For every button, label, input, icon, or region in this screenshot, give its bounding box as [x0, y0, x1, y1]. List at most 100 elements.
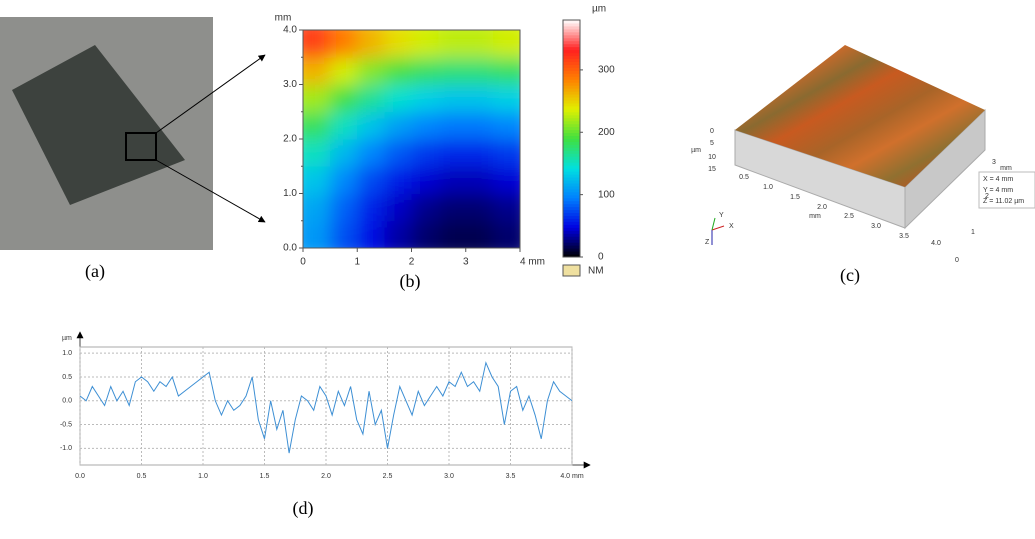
colorbar-segment — [563, 102, 580, 107]
colorbar-segment — [563, 70, 580, 74]
selection-box — [125, 132, 157, 161]
heatmap-cell — [330, 30, 358, 58]
profile-line — [79, 361, 573, 454]
colorbar-segment — [563, 43, 580, 48]
heatmap-cell — [438, 139, 467, 167]
triad-label: Z — [705, 239, 710, 246]
colorbar-segment — [563, 150, 580, 154]
heatmap-cell — [465, 84, 494, 113]
colorbar-frame — [562, 19, 581, 258]
colorbar-segment — [563, 254, 580, 258]
heatmap-cell — [303, 57, 331, 85]
colorbar-segment — [563, 37, 580, 42]
heatmap-cells — [303, 30, 520, 248]
x-tick-label: 2.0 — [321, 473, 331, 480]
x-tick-label: 0.5 — [739, 174, 749, 181]
colorbar-segment — [563, 28, 580, 33]
y-tick-label: 4.0 — [283, 25, 297, 36]
heatmap-cell — [465, 57, 494, 85]
colorbar-segment — [563, 34, 580, 39]
heatmap-cell — [357, 57, 385, 85]
z-tick-label: 15 — [708, 166, 716, 173]
colorbar-segment — [563, 76, 580, 80]
zoom-arrow — [155, 159, 266, 223]
colorbar-segment — [563, 153, 580, 157]
colorbar-segment — [563, 123, 580, 128]
colorbar-segment — [563, 171, 580, 175]
z-axis-label: µm — [691, 147, 701, 154]
colorbar-segment — [563, 251, 580, 255]
triad-label: X — [729, 223, 734, 230]
colorbar-segment — [563, 224, 580, 228]
colorbar-segment — [563, 179, 580, 184]
heatmap-cell — [330, 84, 358, 113]
x-tick-label: 2.5 — [844, 213, 854, 220]
heatmap-cell — [411, 111, 440, 140]
colorbar-segment — [563, 73, 580, 77]
heatmap-cell — [465, 166, 494, 194]
x-tick-label: 4.0 — [931, 240, 941, 247]
colorbar-segment — [563, 218, 580, 222]
colorbar-segment — [563, 91, 580, 95]
heatmap-cell — [303, 84, 331, 113]
heatmap-cell — [357, 84, 385, 113]
axis-triad — [711, 225, 725, 231]
colorbar-segment — [563, 49, 580, 54]
colorbar-segment — [563, 233, 580, 237]
axis-triad — [711, 217, 716, 231]
heatmap-cell — [330, 57, 358, 85]
y-axis-label: mm — [275, 13, 292, 24]
colorbar-tick-label: 200 — [598, 127, 615, 138]
colorbar-segment — [563, 212, 580, 217]
colorbar-segment — [563, 177, 580, 181]
colorbar-segment — [563, 236, 580, 240]
heatmap-cell — [438, 166, 467, 194]
colorbar-segment — [563, 114, 580, 119]
z-tick-label: 10 — [708, 154, 716, 161]
panel-label: (c) — [840, 265, 860, 286]
heatmap-cell — [411, 220, 440, 248]
heatmap-cell — [492, 30, 520, 58]
heatmap-cell — [465, 193, 494, 222]
colorbar-segment — [563, 31, 580, 36]
heatmap-cell — [411, 166, 440, 194]
heatmap-cell — [384, 84, 412, 113]
heatmap-cell — [384, 166, 412, 194]
z-tick-label: 0 — [710, 128, 714, 135]
y-tick-label: 0.0 — [283, 243, 297, 254]
heatmap-cell — [330, 193, 358, 222]
colorbar-segment — [563, 61, 580, 65]
colorbar-segment — [563, 132, 580, 137]
heatmap-cell — [384, 139, 412, 167]
colorbar-segment — [563, 94, 580, 98]
x-tick-label: 3.5 — [506, 473, 516, 480]
colorbar-segment — [563, 203, 580, 208]
x-tick-label: 0.5 — [137, 473, 147, 480]
colorbar-segment — [563, 197, 580, 202]
x-tick-label: 0.0 — [75, 473, 85, 480]
heatmap-cell — [492, 111, 520, 140]
panel-label: (b) — [400, 271, 421, 292]
heatmap-cell — [492, 57, 520, 85]
colorbar-segment — [563, 99, 580, 104]
heatmap-cell — [303, 220, 331, 248]
heatmap-cell — [357, 193, 385, 222]
colorbar-segment — [563, 248, 580, 252]
colorbar-segment — [563, 25, 580, 30]
y-tick-label: 0.5 — [62, 374, 72, 381]
colorbar-segment — [563, 147, 580, 151]
missing-swatch — [562, 264, 581, 277]
x-tick-label: 2.0 — [817, 204, 827, 211]
heatmap-cell — [492, 166, 520, 194]
heatmap-cell — [438, 111, 467, 140]
colorbar-segment — [563, 22, 580, 27]
colorbar-tick-label: 100 — [598, 189, 615, 200]
x-tick-label: 2.5 — [383, 473, 393, 480]
x-tick-label: 1.5 — [260, 473, 270, 480]
info-text: X = 4 mm — [983, 176, 1013, 183]
heatmap-cell — [411, 57, 440, 85]
heatmap-field — [303, 30, 520, 248]
colorbar-segment — [563, 144, 580, 148]
colorbar-segment — [563, 159, 580, 163]
x-tick-label: 2 — [409, 257, 415, 268]
